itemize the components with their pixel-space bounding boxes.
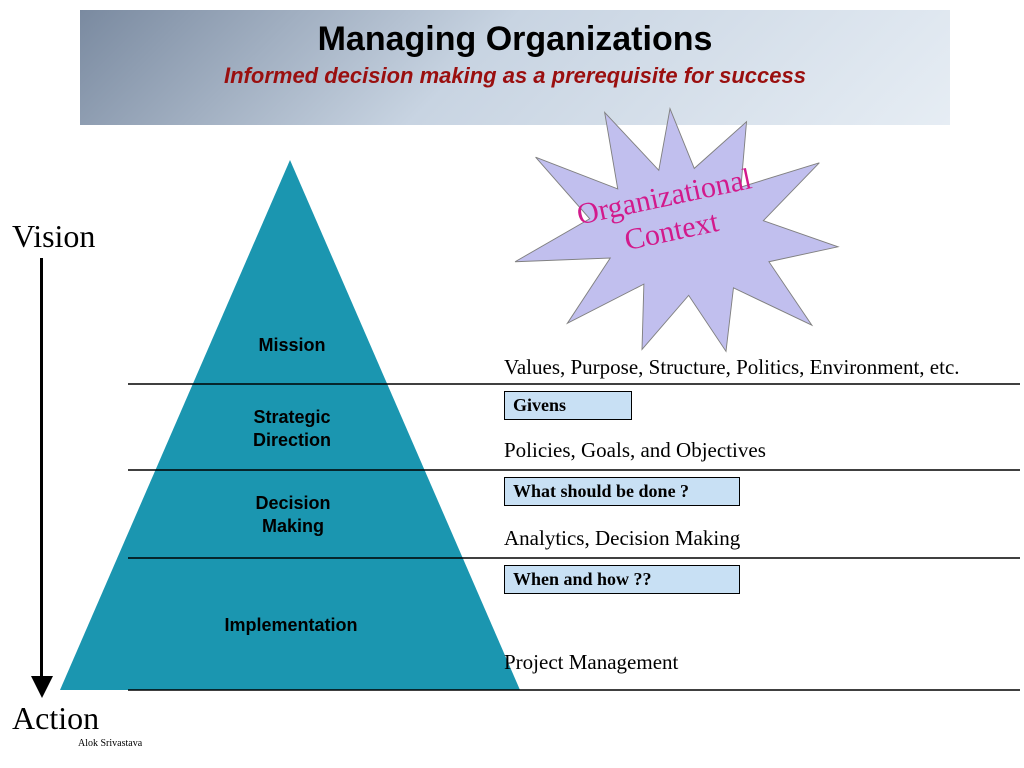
- row-box-whatshouldbedone: What should be done ?: [504, 477, 740, 506]
- pyramid-band-mission: Mission: [252, 334, 332, 357]
- page-subtitle: Informed decision making as a prerequisi…: [80, 63, 950, 89]
- credit-text: Alok Srivastava: [78, 738, 142, 749]
- page-title: Managing Organizations: [80, 20, 950, 59]
- row-desc-analytics: Analytics, Decision Making: [504, 526, 740, 551]
- row-desc-pm: Project Management: [504, 650, 678, 675]
- axis-bottom-label: Action: [12, 700, 99, 737]
- pyramid-band-implementation: Implementation: [186, 614, 396, 637]
- axis-top-label: Vision: [12, 218, 95, 255]
- row-box-givens: Givens: [504, 391, 632, 420]
- axis-arrow-shaft: [40, 258, 43, 678]
- axis-arrow-head-icon: [31, 676, 53, 698]
- row-box-whenandhow: When and how ??: [504, 565, 740, 594]
- pyramid-band-strategic: Strategic Direction: [232, 406, 352, 451]
- pyramid-band-decision: Decision Making: [228, 492, 358, 537]
- row-desc-policies: Policies, Goals, and Objectives: [504, 438, 766, 463]
